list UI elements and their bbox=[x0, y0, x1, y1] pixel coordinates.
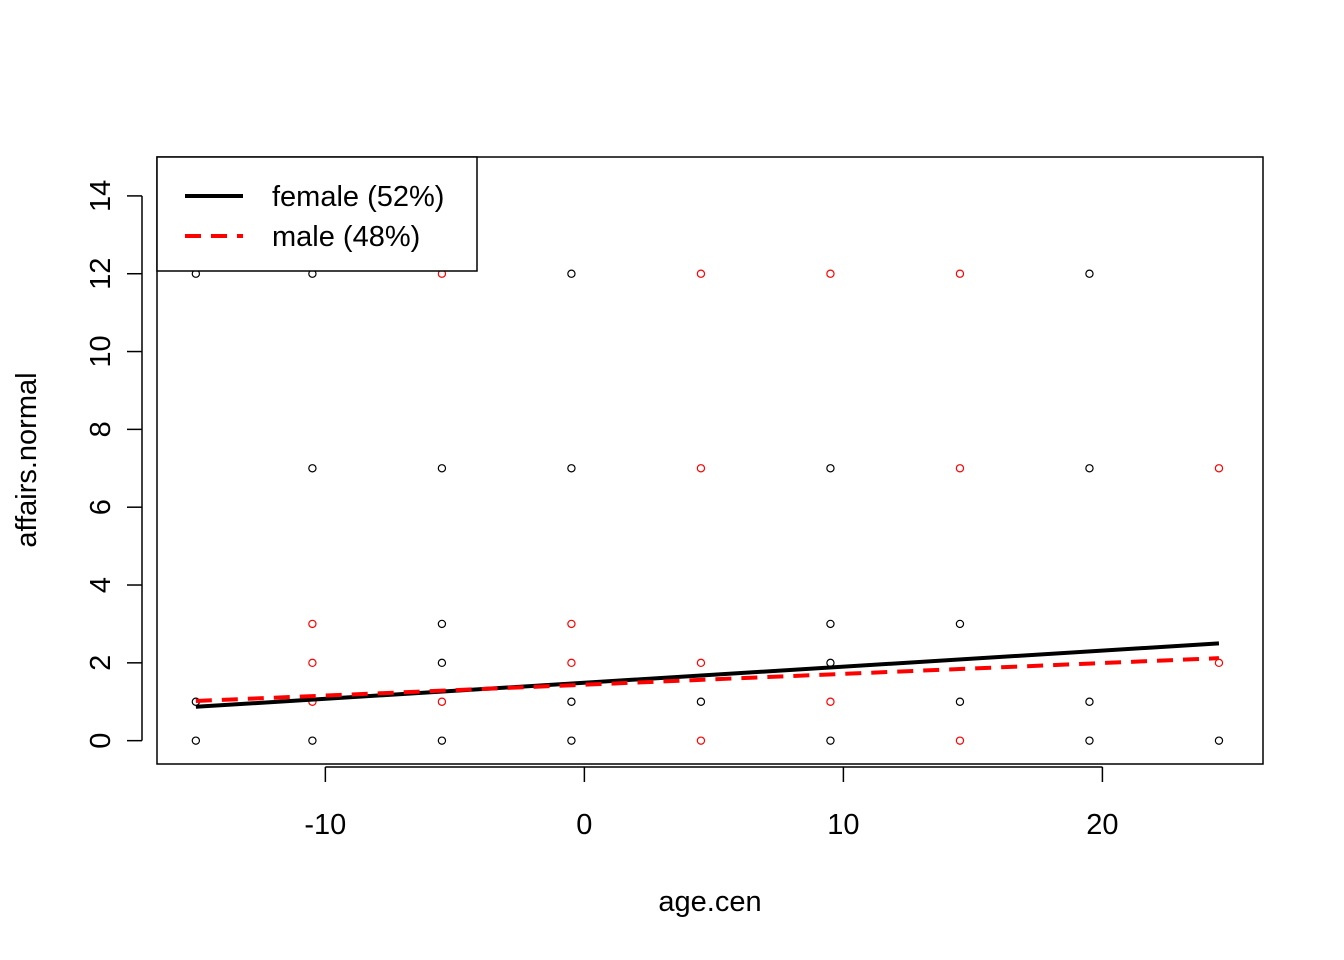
data-point-female bbox=[826, 464, 835, 473]
x-tick-label: 20 bbox=[1086, 809, 1118, 841]
data-point-female bbox=[826, 736, 835, 745]
y-tick-label: 10 bbox=[85, 335, 117, 367]
data-point-female bbox=[191, 736, 201, 745]
data-point-male bbox=[1214, 464, 1224, 473]
y-tick-label: 4 bbox=[85, 577, 117, 593]
plot-area bbox=[191, 269, 1224, 745]
data-point-female bbox=[826, 619, 835, 629]
data-point-female bbox=[567, 464, 576, 473]
data-point-male bbox=[567, 658, 576, 668]
y-tick-label: 8 bbox=[85, 421, 117, 437]
data-point-male bbox=[955, 269, 965, 278]
data-point-female bbox=[437, 619, 447, 629]
data-point-female bbox=[437, 658, 447, 668]
axes: -10 0 10 20 0 2 4 6 8 10 12 14 bbox=[85, 180, 1119, 841]
y-axis-label: affairs.normal bbox=[11, 372, 43, 547]
data-point-male bbox=[696, 736, 706, 745]
x-tick-label: 0 bbox=[576, 809, 592, 841]
data-point-female bbox=[955, 619, 965, 629]
data-point-female bbox=[567, 269, 576, 278]
legend-box bbox=[156, 156, 478, 272]
data-point-male bbox=[437, 697, 447, 706]
data-point-male bbox=[826, 269, 835, 278]
data-point-female bbox=[437, 736, 447, 745]
y-tick-label: 12 bbox=[85, 258, 117, 290]
legend-label: male (48%) bbox=[272, 221, 420, 253]
data-point-female bbox=[308, 464, 317, 473]
plot-frame bbox=[156, 156, 1264, 765]
legend: female (52%) male (48%) bbox=[156, 156, 478, 272]
data-point-male bbox=[955, 736, 965, 745]
x-axis-label: age.cen bbox=[658, 886, 761, 918]
data-point-female bbox=[1085, 269, 1094, 278]
fit-line-female bbox=[195, 641, 1220, 709]
data-point-female bbox=[567, 697, 576, 706]
data-point-male bbox=[696, 658, 706, 668]
data-point-male bbox=[308, 619, 317, 629]
data-point-male bbox=[308, 658, 317, 668]
data-point-male bbox=[1214, 658, 1224, 668]
data-point-female bbox=[696, 697, 706, 706]
y-tick-label: 2 bbox=[85, 655, 117, 671]
data-point-female bbox=[1085, 736, 1094, 745]
legend-label: female (52%) bbox=[272, 181, 444, 213]
fit-line-male bbox=[195, 656, 1220, 703]
data-point-female bbox=[567, 736, 576, 745]
y-tick-label: 0 bbox=[85, 733, 117, 749]
data-point-male bbox=[696, 269, 706, 278]
x-tick-label: 10 bbox=[827, 809, 859, 841]
data-point-female bbox=[1214, 736, 1224, 745]
data-point-female bbox=[437, 464, 447, 473]
data-point-male bbox=[567, 619, 576, 629]
x-tick-label: -10 bbox=[304, 809, 346, 841]
data-point-male bbox=[826, 697, 835, 706]
data-point-female bbox=[955, 697, 965, 706]
data-point-female bbox=[308, 736, 317, 745]
data-point-female bbox=[1085, 697, 1094, 706]
y-tick-label: 14 bbox=[85, 180, 117, 212]
data-point-female bbox=[1085, 464, 1094, 473]
y-tick-label: 6 bbox=[85, 499, 117, 515]
data-point-male bbox=[955, 464, 965, 473]
data-point-male bbox=[696, 464, 706, 473]
